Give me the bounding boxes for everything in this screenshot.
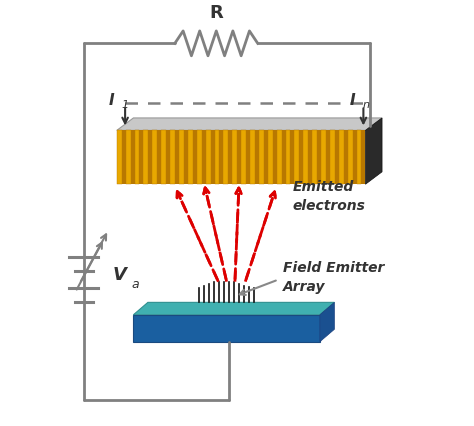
- Text: R: R: [210, 4, 223, 22]
- Polygon shape: [133, 315, 320, 342]
- Polygon shape: [117, 130, 365, 184]
- Polygon shape: [206, 130, 210, 184]
- Polygon shape: [356, 130, 362, 184]
- Text: I: I: [349, 93, 355, 108]
- Polygon shape: [321, 130, 326, 184]
- Polygon shape: [161, 130, 166, 184]
- Polygon shape: [268, 130, 273, 184]
- Polygon shape: [241, 130, 246, 184]
- Polygon shape: [197, 130, 201, 184]
- Polygon shape: [117, 130, 122, 184]
- Polygon shape: [135, 130, 139, 184]
- Text: 1: 1: [122, 100, 129, 109]
- Polygon shape: [152, 130, 157, 184]
- Polygon shape: [215, 130, 219, 184]
- Polygon shape: [339, 130, 344, 184]
- Text: n: n: [362, 100, 369, 109]
- Polygon shape: [285, 130, 291, 184]
- Polygon shape: [294, 130, 299, 184]
- Polygon shape: [277, 130, 282, 184]
- Text: Emitted
electrons: Emitted electrons: [293, 181, 366, 213]
- Polygon shape: [259, 130, 264, 184]
- Polygon shape: [117, 118, 382, 130]
- Polygon shape: [330, 130, 335, 184]
- Polygon shape: [126, 130, 130, 184]
- Polygon shape: [170, 130, 175, 184]
- Polygon shape: [250, 130, 255, 184]
- Polygon shape: [303, 130, 308, 184]
- Polygon shape: [144, 130, 148, 184]
- Polygon shape: [179, 130, 184, 184]
- Polygon shape: [133, 302, 334, 315]
- Polygon shape: [348, 130, 353, 184]
- Polygon shape: [223, 130, 228, 184]
- Polygon shape: [320, 302, 334, 342]
- Polygon shape: [312, 130, 317, 184]
- Text: a: a: [131, 278, 139, 291]
- Polygon shape: [365, 118, 382, 184]
- Text: Field Emitter
Array: Field Emitter Array: [283, 261, 384, 294]
- Polygon shape: [232, 130, 237, 184]
- Polygon shape: [188, 130, 193, 184]
- Text: I: I: [109, 93, 115, 108]
- Text: V: V: [113, 266, 127, 285]
